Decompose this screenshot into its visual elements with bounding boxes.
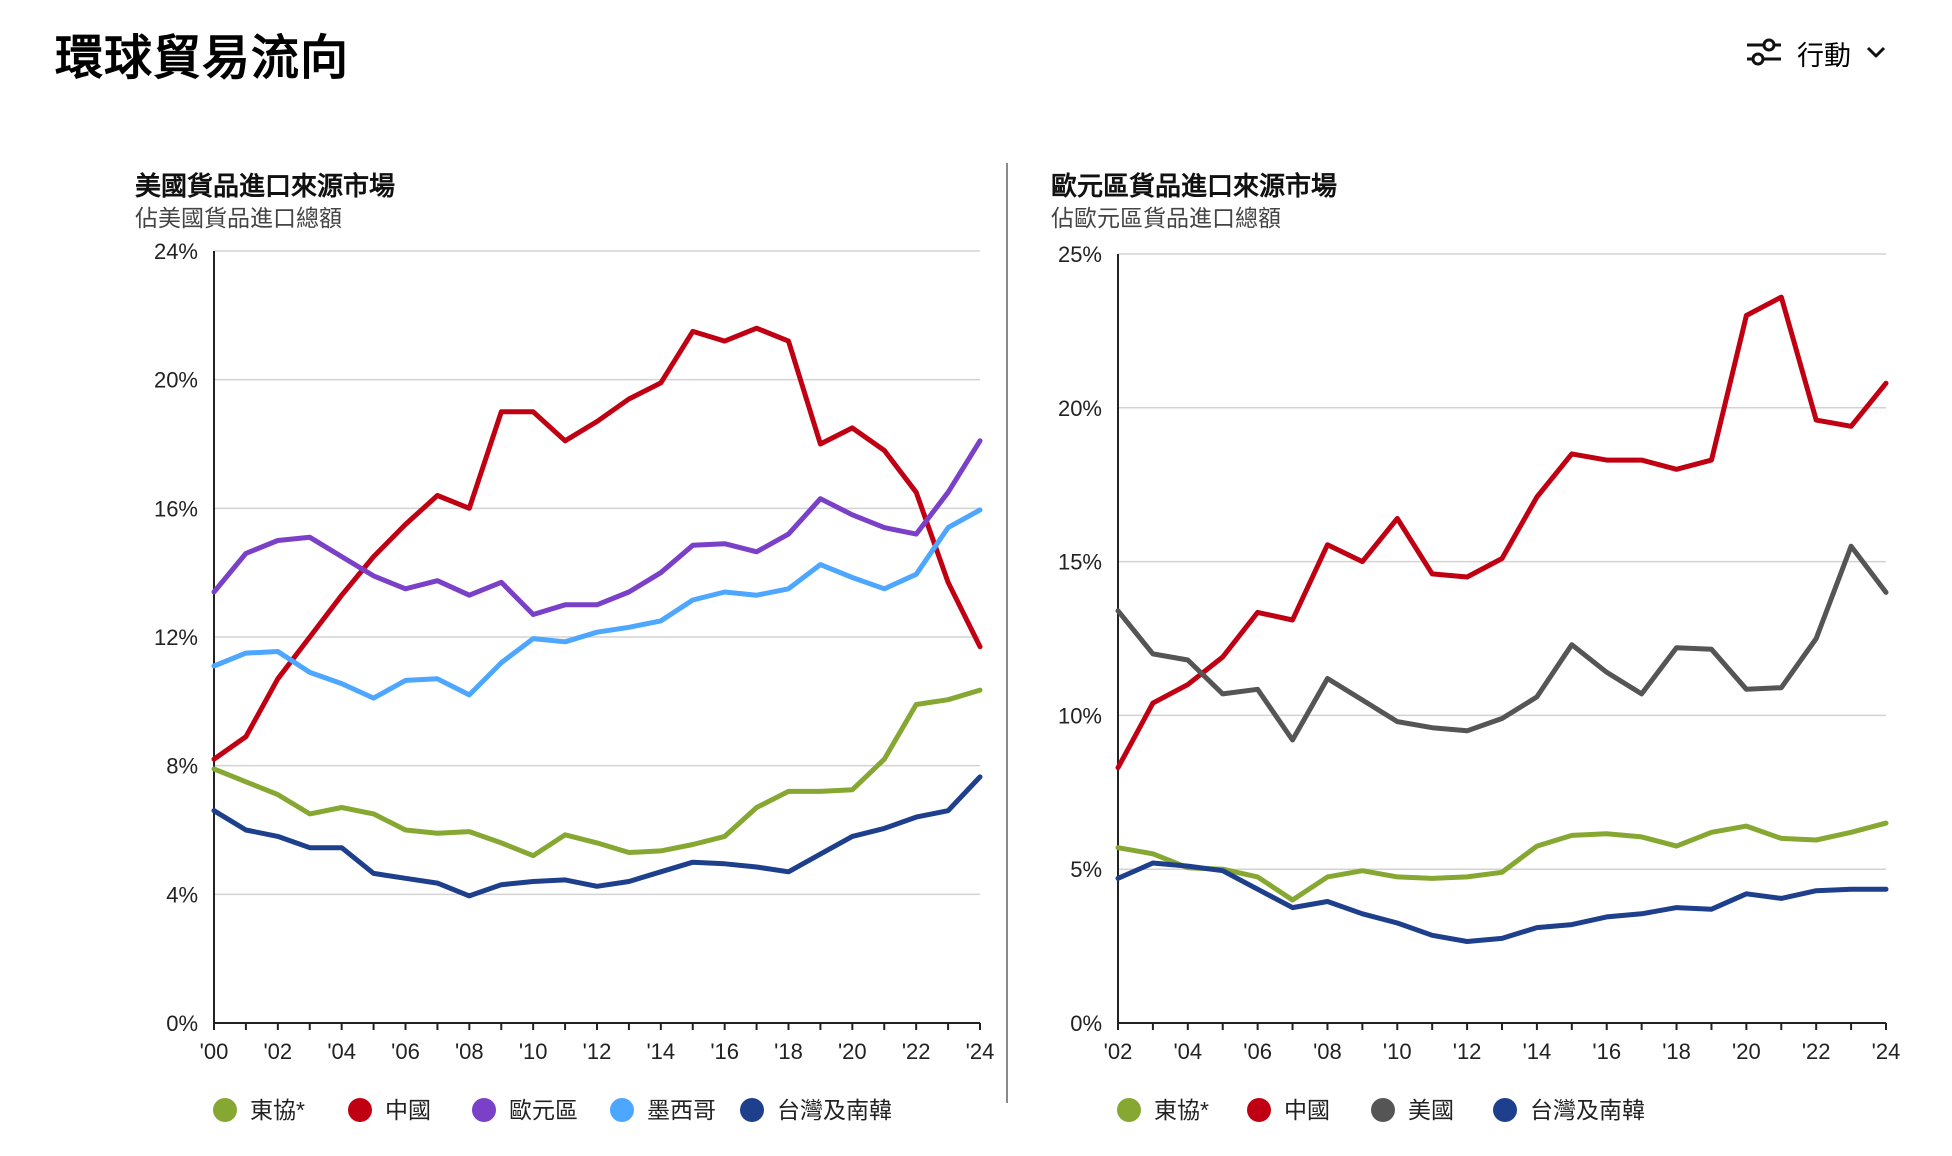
x-tick-label: '00 <box>200 1039 229 1064</box>
actions-label: 行動 <box>1797 41 1851 72</box>
series-line <box>211 507 983 701</box>
x-tick-label: '08 <box>1313 1039 1342 1064</box>
x-tick-label: '06 <box>1243 1039 1272 1064</box>
x-tick-label: '14 <box>646 1039 675 1064</box>
legend-marker <box>740 1098 764 1122</box>
y-tick-label: 5% <box>1070 857 1102 882</box>
x-tick-label: '10 <box>519 1039 548 1064</box>
legend-label: 歐元區 <box>509 1097 578 1123</box>
legend-label: 中國 <box>385 1097 431 1123</box>
legend-marker <box>1247 1098 1271 1122</box>
actions-menu[interactable]: 行動 <box>1745 34 1887 73</box>
chart-subtitle: 佔歐元區貨品進口總額 <box>1051 205 1281 231</box>
x-tick-label: '06 <box>391 1039 420 1064</box>
x-tick-label: '18 <box>1662 1039 1691 1064</box>
x-tick-label: '22 <box>1802 1039 1831 1064</box>
chevron-down-icon <box>1865 44 1887 63</box>
series-line <box>211 687 983 859</box>
series-line <box>1115 294 1889 771</box>
legend-label: 台灣及南韓 <box>1530 1097 1645 1123</box>
x-tick-label: '04 <box>327 1039 356 1064</box>
legend-marker <box>1371 1098 1395 1122</box>
x-tick-label: '22 <box>902 1039 931 1064</box>
x-tick-label: '02 <box>263 1039 292 1064</box>
legend-marker <box>348 1098 372 1122</box>
y-tick-label: 20% <box>154 368 198 393</box>
series-line <box>211 325 983 762</box>
x-tick-label: '04 <box>1173 1039 1202 1064</box>
x-tick-label: '02 <box>1104 1039 1133 1064</box>
legend-marker <box>1117 1098 1141 1122</box>
x-tick-label: '24 <box>966 1039 995 1064</box>
y-tick-label: 0% <box>166 1011 198 1036</box>
y-tick-label: 10% <box>1058 703 1102 728</box>
legend-label: 美國 <box>1408 1097 1454 1123</box>
y-tick-label: 8% <box>166 754 198 779</box>
y-tick-label: 0% <box>1070 1011 1102 1036</box>
x-tick-label: '20 <box>1732 1039 1761 1064</box>
y-tick-label: 16% <box>154 496 198 521</box>
chart-title: 歐元區貨品進口來源市場 <box>1051 171 1337 201</box>
settings-sliders-icon <box>1745 37 1783 71</box>
legend-label: 墨西哥 <box>647 1097 716 1123</box>
y-tick-label: 4% <box>166 882 198 907</box>
chart-title: 美國貨品進口來源市場 <box>135 171 395 201</box>
series-line <box>1115 543 1889 743</box>
x-tick-label: '14 <box>1523 1039 1552 1064</box>
series-line <box>211 774 983 899</box>
legend-marker <box>472 1098 496 1122</box>
legend-label: 東協* <box>1154 1097 1209 1123</box>
y-tick-label: 12% <box>154 625 198 650</box>
legend-label: 中國 <box>1284 1097 1330 1123</box>
y-tick-label: 24% <box>154 239 198 264</box>
series-line <box>211 438 983 617</box>
x-tick-label: '20 <box>838 1039 867 1064</box>
series-line <box>1115 820 1889 903</box>
x-tick-label: '10 <box>1383 1039 1412 1064</box>
y-tick-label: 25% <box>1058 242 1102 267</box>
chart-divider <box>1006 163 1008 1103</box>
x-tick-label: '16 <box>1592 1039 1621 1064</box>
x-tick-label: '12 <box>583 1039 612 1064</box>
legend-label: 台灣及南韓 <box>777 1097 892 1123</box>
page-title: 環球貿易流向 <box>55 30 350 86</box>
x-tick-label: '12 <box>1453 1039 1482 1064</box>
y-tick-label: 15% <box>1058 550 1102 575</box>
x-tick-label: '18 <box>774 1039 803 1064</box>
legend-marker <box>1493 1098 1517 1122</box>
x-tick-label: '08 <box>455 1039 484 1064</box>
legend-label: 東協* <box>250 1097 305 1123</box>
x-tick-label: '16 <box>710 1039 739 1064</box>
series-line <box>1115 860 1889 944</box>
x-tick-label: '24 <box>1872 1039 1901 1064</box>
legend-marker <box>213 1098 237 1122</box>
legend-marker <box>610 1098 634 1122</box>
chart-subtitle: 佔美國貨品進口總額 <box>135 205 342 231</box>
y-tick-label: 20% <box>1058 396 1102 421</box>
